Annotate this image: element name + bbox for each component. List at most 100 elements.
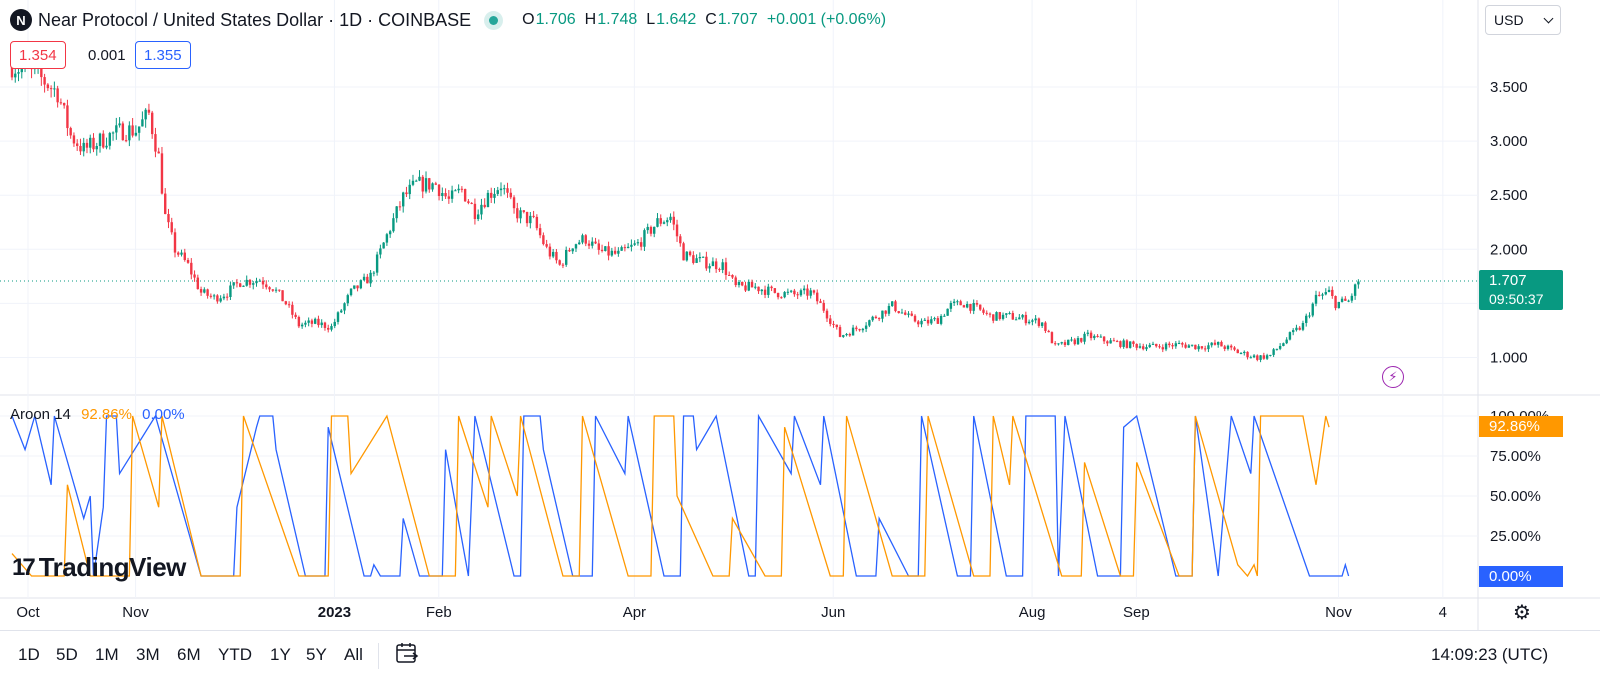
candle bbox=[780, 296, 783, 299]
candle bbox=[131, 118, 134, 138]
candle bbox=[633, 240, 636, 246]
candle-body bbox=[1285, 339, 1288, 344]
sell-price-button[interactable]: 1.354 bbox=[10, 41, 66, 69]
candle-body bbox=[763, 289, 767, 295]
buy-price-button[interactable]: 1.355 bbox=[135, 41, 191, 69]
candle-body bbox=[551, 251, 555, 257]
candle-body bbox=[72, 135, 76, 144]
range-button-all[interactable]: All bbox=[344, 645, 363, 664]
candle bbox=[222, 293, 226, 301]
candle-body bbox=[1161, 347, 1164, 350]
candle bbox=[731, 274, 734, 280]
candle bbox=[388, 229, 392, 238]
candle bbox=[255, 277, 258, 287]
candle-body bbox=[829, 318, 832, 324]
candle bbox=[463, 188, 467, 202]
candle-body bbox=[529, 215, 532, 224]
goto-date-icon[interactable] bbox=[395, 641, 419, 665]
candle-body bbox=[516, 208, 519, 219]
candle bbox=[571, 248, 574, 254]
candle bbox=[946, 308, 949, 316]
candle-body bbox=[747, 281, 750, 291]
candle bbox=[46, 83, 50, 91]
range-button-ytd[interactable]: YTD bbox=[218, 645, 252, 664]
candle-body bbox=[388, 231, 392, 235]
candle bbox=[584, 234, 587, 247]
candle-body bbox=[604, 246, 607, 251]
candle bbox=[829, 314, 832, 327]
candle bbox=[711, 257, 715, 267]
candle bbox=[69, 126, 72, 139]
candle bbox=[741, 281, 744, 287]
candle-body bbox=[662, 222, 666, 224]
candle bbox=[1089, 330, 1093, 341]
candle-body bbox=[1177, 343, 1181, 345]
candle-body bbox=[692, 255, 695, 263]
range-button-3m[interactable]: 3M bbox=[136, 645, 160, 664]
aroon-up-badge: 92.86% bbox=[1479, 416, 1563, 437]
candle bbox=[98, 132, 102, 153]
range-button-5y[interactable]: 5Y bbox=[306, 645, 327, 664]
candle-body bbox=[1122, 340, 1125, 347]
candle-body bbox=[1054, 343, 1057, 345]
candle-body bbox=[1295, 327, 1298, 331]
candle bbox=[799, 288, 803, 297]
aroon-legend[interactable]: Aroon 14 92.86% 0.00% bbox=[10, 406, 185, 423]
candle bbox=[565, 246, 568, 267]
candle-body bbox=[346, 295, 349, 304]
candle-body bbox=[891, 301, 894, 306]
candle-body bbox=[281, 290, 284, 302]
price-tick-label: 3.000 bbox=[1490, 133, 1528, 150]
candle-body bbox=[731, 275, 734, 278]
candle bbox=[1262, 352, 1266, 360]
candle-body bbox=[320, 322, 323, 326]
candle bbox=[1102, 336, 1106, 344]
candle-body bbox=[121, 123, 125, 141]
last-price-value: 1.707 bbox=[1489, 272, 1527, 289]
settings-gear-icon[interactable]: ⚙ bbox=[1513, 602, 1531, 624]
candle-body bbox=[503, 188, 506, 190]
candle-body bbox=[265, 284, 268, 288]
candle bbox=[754, 283, 757, 290]
candle-body bbox=[868, 320, 871, 326]
candle-body bbox=[356, 285, 359, 289]
symbol-title[interactable]: Near Protocol / United States Dollar · 1… bbox=[38, 9, 472, 30]
candle bbox=[1164, 342, 1168, 352]
candle-body bbox=[235, 282, 239, 284]
candle-body bbox=[486, 192, 490, 208]
candle-body bbox=[643, 230, 646, 247]
candle-body bbox=[545, 244, 548, 247]
candle-body bbox=[206, 289, 209, 296]
currency-select[interactable]: USD bbox=[1485, 5, 1561, 35]
candle-body bbox=[881, 310, 884, 319]
candle bbox=[164, 188, 167, 215]
tradingview-logo[interactable]: 17 TradingView bbox=[12, 552, 186, 583]
candle bbox=[793, 288, 796, 297]
candle-body bbox=[271, 289, 274, 291]
candle bbox=[239, 282, 242, 288]
candle-body bbox=[819, 301, 822, 303]
candle-body bbox=[1171, 345, 1174, 347]
candle-body bbox=[1093, 335, 1096, 339]
range-button-6m[interactable]: 6M bbox=[177, 645, 201, 664]
candle bbox=[1233, 346, 1236, 352]
candle-body bbox=[333, 321, 336, 327]
range-button-5d[interactable]: 5D bbox=[56, 645, 78, 664]
candle bbox=[607, 241, 610, 261]
candle bbox=[1337, 301, 1341, 309]
range-button-1m[interactable]: 1M bbox=[95, 645, 119, 664]
range-button-1y[interactable]: 1Y bbox=[270, 645, 291, 664]
candle-body bbox=[317, 318, 320, 326]
candle-body bbox=[190, 262, 193, 275]
range-button-1d[interactable]: 1D bbox=[18, 645, 40, 664]
candle bbox=[659, 214, 662, 227]
candle-body bbox=[160, 153, 164, 194]
candle-body bbox=[131, 125, 134, 136]
candle-body bbox=[783, 292, 786, 298]
symbol-header: N Near Protocol / United States Dollar ·… bbox=[10, 6, 886, 34]
candle-body bbox=[861, 328, 865, 331]
lightning-icon[interactable]: ⚡ bbox=[1382, 366, 1404, 388]
market-open-icon bbox=[489, 15, 499, 25]
utc-clock[interactable]: 14:09:23 (UTC) bbox=[1431, 645, 1549, 664]
